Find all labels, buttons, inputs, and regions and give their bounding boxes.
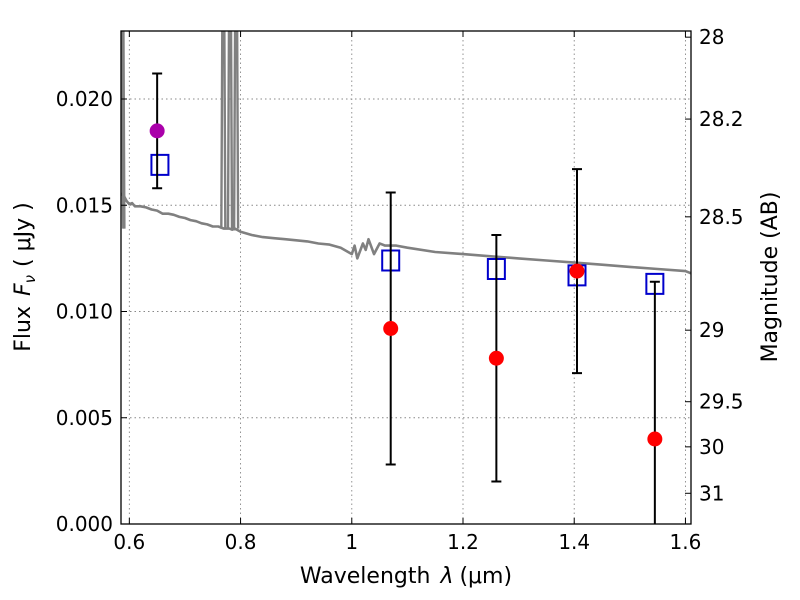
observed-point	[149, 123, 165, 139]
plot-frame	[120, 30, 692, 525]
emission-line-spike	[232, 31, 240, 229]
y-tick-label: 0.005	[56, 406, 113, 430]
y-tick-label: 0.000	[56, 512, 113, 536]
x-tick-label: 0.8	[225, 530, 257, 554]
emission-line-spike	[220, 31, 227, 229]
y2-tick-label: 28	[699, 25, 724, 49]
model-photometry-square	[150, 153, 170, 176]
emission-line-spike	[121, 31, 126, 229]
x-axis-label-symbol: λ	[439, 564, 453, 589]
x-tick-label: 1.2	[447, 530, 479, 554]
observed-point	[488, 350, 504, 366]
y-tick-label: 0.020	[56, 87, 113, 111]
grid-lines	[121, 31, 691, 525]
model-spectrum-line	[121, 192, 691, 275]
emission-line-spike	[226, 31, 234, 229]
x-axis-label-prefix: Wavelength	[300, 564, 431, 589]
observed-point	[383, 321, 399, 336]
y2-tick-label: 30	[699, 435, 724, 459]
axis-ticks: 0.6 0.8 1 1.2 1.4 1.6 0.000 0.005 0.010 0.015 0.02…	[56, 25, 744, 554]
plot-area	[121, 31, 691, 524]
y2-axis-label: Magnitude (AB)	[758, 192, 783, 363]
y2-tick-label: 29	[699, 318, 724, 342]
observed-point	[569, 263, 585, 279]
y-axis-label-subscript: ν	[21, 275, 39, 283]
y-axis-label: Flux Fν ( μJy )	[11, 202, 39, 351]
y2-tick-label: 28.5	[699, 205, 744, 229]
y2-tick-label: 31	[699, 481, 724, 505]
x-axis-label: Wavelength λ (μm)	[300, 564, 512, 589]
y-axis-label-symbol: F	[11, 283, 36, 296]
x-tick-label: 1	[345, 530, 358, 554]
x-tick-label: 0.6	[113, 530, 145, 554]
y2-tick-label: 29.5	[699, 390, 744, 414]
observed-point	[647, 431, 663, 447]
y-tick-label: 0.015	[56, 193, 113, 217]
x-tick-label: 1.4	[558, 530, 590, 554]
x-tick-label: 1.6	[670, 530, 702, 554]
y-tick-label: 0.010	[56, 300, 113, 324]
y-axis-label-unit: ( μJy )	[11, 202, 36, 267]
y-axis-label-prefix: Flux	[11, 306, 36, 352]
y2-tick-label: 28.2	[699, 107, 744, 131]
x-axis-label-unit: (μm)	[459, 564, 512, 589]
